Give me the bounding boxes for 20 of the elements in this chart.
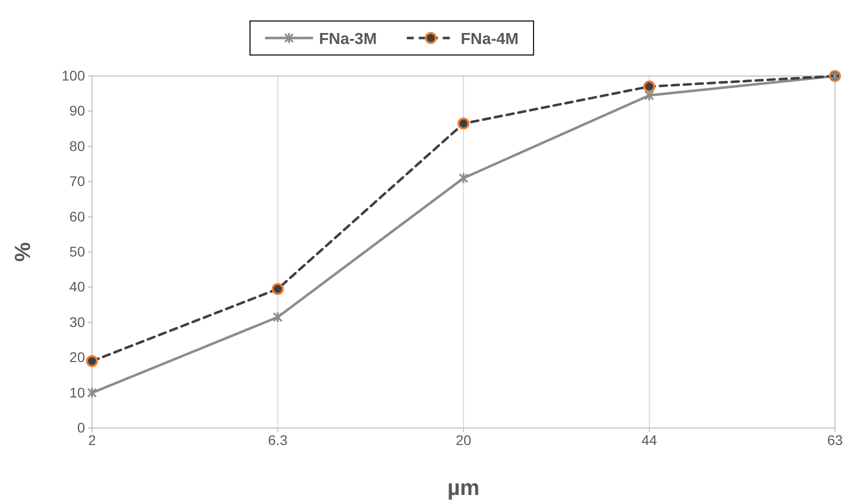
y-tick-label: 60 xyxy=(69,208,86,224)
y-tick-label: 70 xyxy=(69,173,86,190)
y-tick-label: 20 xyxy=(69,349,86,366)
x-tick-label: 6.3 xyxy=(268,432,288,448)
y-tick-label: 10 xyxy=(69,384,86,400)
y-tick-label: 0 xyxy=(77,419,86,436)
x-tick-label: 44 xyxy=(641,432,658,448)
x-tick-label: 63 xyxy=(827,432,843,448)
x-tick-label: 20 xyxy=(456,432,472,448)
y-tick-label: 80 xyxy=(69,138,86,154)
y-tick-label: 30 xyxy=(69,314,86,330)
x-tick-label: 2 xyxy=(88,432,96,448)
y-tick-label: 100 xyxy=(62,67,86,84)
y-tick-label: 50 xyxy=(69,243,86,260)
legend-label: FNa-4M xyxy=(460,31,519,48)
y-tick-label: 40 xyxy=(69,278,86,295)
y-axis-title: % xyxy=(10,242,35,262)
x-axis-title: µm xyxy=(447,475,480,500)
legend-label: FNa-3M xyxy=(319,31,377,48)
y-tick-label: 90 xyxy=(69,102,86,119)
